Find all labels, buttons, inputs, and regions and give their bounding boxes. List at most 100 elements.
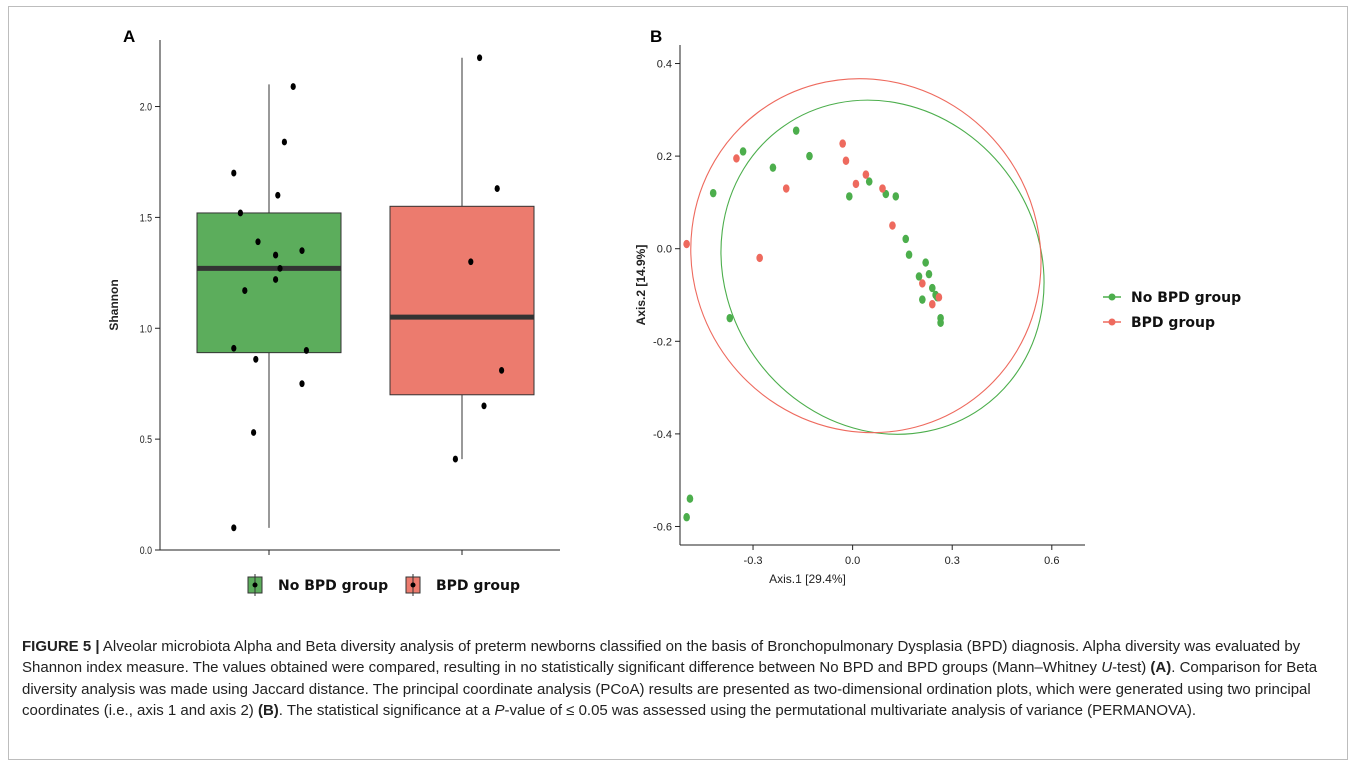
a-box [196, 212, 342, 354]
a-data-point [299, 380, 305, 388]
a-legend-dot-no-bpd [252, 582, 258, 588]
a-data-point [231, 169, 237, 177]
b-data-point-no-bpd [905, 250, 913, 259]
b-data-point-no-bpd [865, 177, 873, 186]
caption-text-3: . Comparison for Beta diversity analysis… [22, 659, 1318, 719]
b-data-point-bpd [928, 300, 936, 309]
b-confidence-ellipse-no-bpd [720, 99, 1045, 435]
a-y-axis-title: Shannon [107, 279, 121, 330]
b-data-point-no-bpd [937, 318, 944, 327]
caption-title: FIGURE 5 | [22, 638, 100, 655]
b-data-point-no-bpd [686, 494, 694, 503]
a-data-point [231, 344, 237, 352]
b-data-point-bpd [935, 293, 943, 302]
b-legend-marker-bpd [1108, 318, 1116, 326]
b-data-point-no-bpd [919, 295, 926, 304]
a-data-point [251, 429, 257, 436]
b-y-tick-label: 0.0 [657, 244, 672, 256]
caption-text-5: -value of ≤ 0.05 was assessed using the … [504, 701, 1197, 719]
a-data-point [481, 402, 487, 410]
a-data-point [452, 455, 458, 463]
b-data-point-no-bpd [739, 147, 747, 156]
b-y-tick-label: -0.6 [653, 521, 672, 533]
caption-ref-b: (B) [257, 701, 279, 719]
b-data-point-no-bpd [683, 513, 690, 522]
a-y-tick-label: 1.5 [140, 213, 153, 225]
a-data-point [468, 258, 474, 266]
b-data-point-no-bpd [726, 313, 734, 323]
a-legend-label-no-bpd: No BPD group [278, 578, 388, 594]
a-data-point [273, 251, 279, 259]
a-y-tick-label: 0.0 [140, 545, 153, 557]
a-y-tick-label: 0.5 [140, 434, 153, 446]
a-data-point [477, 54, 483, 62]
b-data-point-no-bpd [806, 151, 813, 161]
b-data-point-no-bpd [846, 192, 853, 201]
caption-p: P [494, 701, 505, 719]
b-data-point-bpd [852, 179, 860, 189]
a-data-point [290, 83, 296, 90]
caption-text-4: . The statistical significance at a [278, 701, 495, 719]
b-data-point-no-bpd [922, 258, 929, 267]
a-data-point [273, 276, 279, 283]
a-data-point [499, 366, 505, 374]
a-box [389, 205, 535, 396]
b-y-tick-label: 0.2 [657, 151, 672, 163]
a-data-point [277, 264, 283, 272]
a-data-point [231, 524, 237, 532]
b-data-point-no-bpd [915, 272, 923, 281]
b-data-point-no-bpd [769, 163, 777, 172]
b-data-point-bpd [756, 253, 763, 263]
b-data-point-bpd [733, 154, 740, 163]
b-data-point-no-bpd [928, 283, 936, 293]
b-x-tick-label: 0.3 [945, 555, 960, 567]
b-data-point-no-bpd [792, 126, 800, 135]
b-y-tick-label: -0.2 [653, 336, 672, 348]
b-data-point-no-bpd [902, 234, 910, 244]
caption-ref-a: (A) [1150, 659, 1172, 677]
b-data-point-bpd [842, 156, 850, 165]
b-data-point-bpd [683, 239, 690, 249]
caption-text-1: Alveolar microbiota Alpha and Beta diver… [22, 638, 1301, 677]
a-data-point [299, 247, 305, 255]
figure-frame [8, 6, 1348, 760]
b-data-point-bpd [839, 139, 846, 148]
b-y-tick-label: 0.4 [657, 59, 672, 71]
a-data-point [253, 355, 259, 363]
b-data-point-bpd [889, 221, 896, 230]
figure: A B 0.0 0.5 1.0 1.5 2.0 Shannon No BPD group BP… [107, 27, 1241, 596]
chart-b-pcoa-scatter: -0.6 -0.4 -0.2 0.0 0.2 0.4 -0.3 0.0 0.3 0.6 Axis.1… [634, 45, 1241, 586]
a-data-point [281, 138, 287, 146]
a-y-tick-label: 1.0 [140, 323, 153, 335]
b-confidence-ellipse-bpd [690, 78, 1042, 434]
b-legend-label-bpd: BPD group [1131, 315, 1215, 331]
a-data-point [255, 238, 261, 246]
b-data-point-bpd [862, 170, 870, 179]
a-data-point [237, 209, 243, 217]
b-y-axis-title: Axis.2 [14.9%] [634, 245, 648, 326]
a-legend-dot-bpd [410, 582, 416, 588]
b-x-tick-label: 0.6 [1044, 555, 1059, 567]
chart-a-boxplot: 0.0 0.5 1.0 1.5 2.0 Shannon No BPD group BPD gr… [107, 40, 560, 596]
b-data-point-no-bpd [709, 188, 717, 198]
panel-b-label: B [650, 27, 662, 46]
b-data-point-bpd [879, 184, 886, 193]
figure-caption: FIGURE 5 | Alveolar microbiota Alpha and… [22, 636, 1340, 721]
panel-a-label: A [123, 27, 135, 46]
caption-u: U [1101, 659, 1113, 677]
b-legend-marker-no-bpd [1108, 293, 1116, 301]
b-x-tick-label: 0.0 [845, 555, 860, 567]
a-data-point [303, 347, 309, 354]
a-y-tick-label: 2.0 [140, 102, 153, 114]
a-data-point [242, 287, 248, 294]
b-x-tick-label: -0.3 [744, 555, 763, 567]
b-data-point-no-bpd [892, 192, 900, 201]
b-data-point-bpd [919, 279, 926, 288]
b-data-point-no-bpd [925, 269, 933, 279]
a-legend-label-bpd: BPD group [436, 578, 520, 594]
b-y-tick-label: -0.4 [653, 429, 672, 441]
a-data-point [275, 191, 281, 199]
b-legend-label-no-bpd: No BPD group [1131, 290, 1241, 306]
caption-text-2: -test) [1112, 659, 1151, 677]
a-data-point [494, 185, 500, 192]
